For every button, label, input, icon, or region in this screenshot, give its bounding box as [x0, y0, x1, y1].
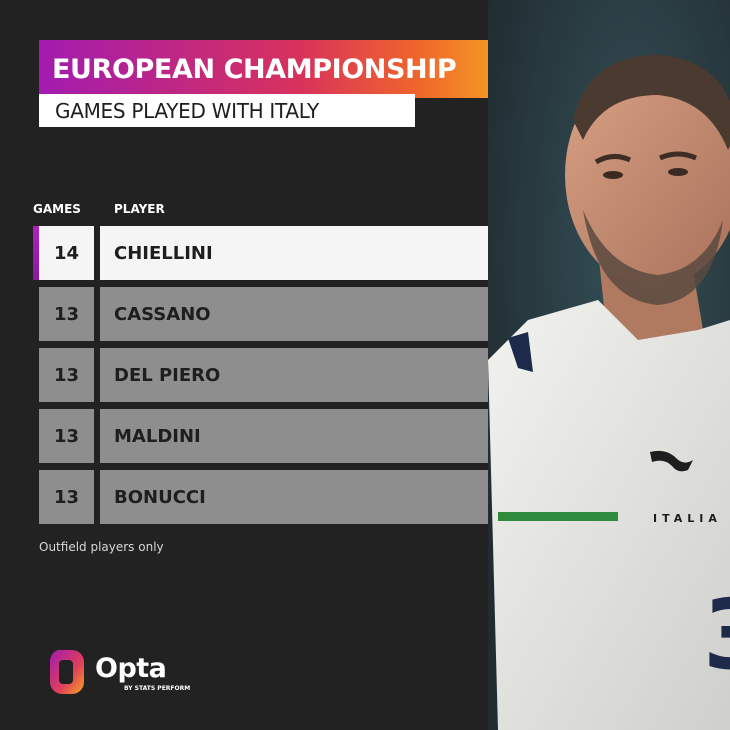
puma-logo-icon [650, 450, 693, 472]
player-photo-art: ITALIA 3 [488, 0, 730, 730]
table-row: 13 CASSANO [39, 287, 488, 341]
subtitle-banner: GAMES PLAYED WITH ITALY [39, 94, 415, 127]
table-row: 14 CHIELLINI [39, 226, 488, 280]
shirt-number: 3 [703, 579, 730, 691]
opta-tagline: BY STATS PERFORM [124, 685, 191, 692]
shirt-text: ITALIA [653, 512, 722, 525]
page-subtitle: GAMES PLAYED WITH ITALY [55, 98, 319, 123]
player-cell: CHIELLINI [100, 226, 488, 280]
table-row: 13 MALDINI [39, 409, 488, 463]
player-cell: DEL PIERO [100, 348, 488, 402]
player-cell: BONUCCI [100, 470, 488, 524]
column-header-player: PLAYER [114, 202, 165, 216]
games-cell: 13 [39, 470, 94, 524]
footnote: Outfield players only [39, 540, 164, 554]
column-header-games: GAMES [33, 202, 81, 216]
player-photo: ITALIA 3 [488, 0, 730, 730]
opta-logo-icon [49, 650, 84, 694]
title-banner: EUROPEAN CHAMPIONSHIP [39, 40, 514, 98]
games-cell: 13 [39, 409, 94, 463]
opta-wordmark: Opta [95, 653, 167, 684]
opta-logo: Opta BY STATS PERFORM [44, 646, 194, 698]
games-cell: 13 [39, 348, 94, 402]
games-cell: 14 [39, 226, 94, 280]
games-cell: 13 [39, 287, 94, 341]
page-title: EUROPEAN CHAMPIONSHIP [52, 53, 457, 85]
player-cell: MALDINI [100, 409, 488, 463]
table-row: 13 BONUCCI [39, 470, 488, 524]
table-row: 13 DEL PIERO [39, 348, 488, 402]
highlight-accent-bar [33, 226, 39, 280]
player-cell: CASSANO [100, 287, 488, 341]
